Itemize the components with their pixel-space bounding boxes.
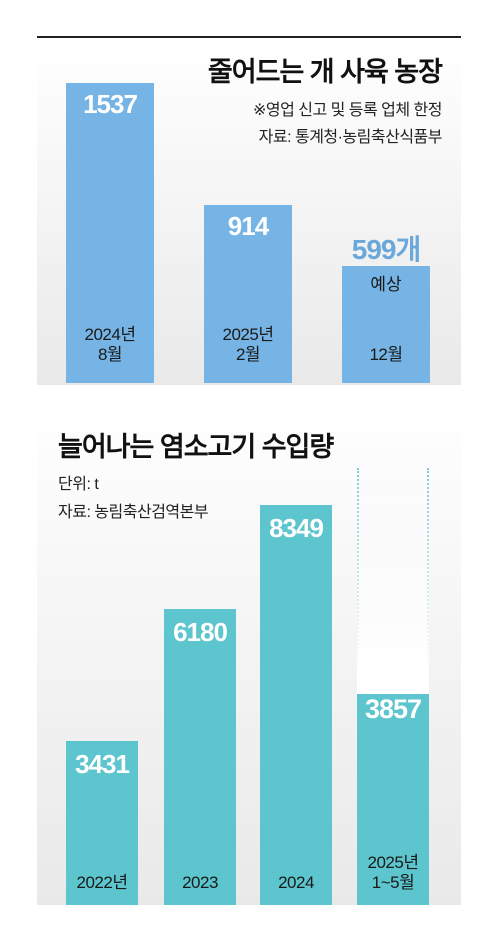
chart1-category-line: 2월 (235, 345, 261, 364)
chart1-value-label: 914 (227, 211, 269, 241)
chart1-category-label: 12월 (342, 345, 430, 365)
chart1-title: 줄어드는 개 사육 농장 (207, 57, 443, 87)
chart2-source: 자료: 농림축산검역본부 (58, 504, 209, 521)
top-rule (37, 36, 461, 38)
chart1-bar (342, 266, 430, 383)
chart2-value-label: 3857 (357, 694, 429, 725)
chart1-value-label: 1537 (83, 89, 138, 119)
chart2-forecast-fade (357, 468, 429, 720)
chart2-category-label: 2025년 1~5월 (351, 853, 435, 893)
chart1-category-label: 2024년 8월 (66, 325, 154, 365)
chart2-category-line: 1~5월 (371, 873, 415, 892)
chart1-source: 자료: 통계청·농림축산식품부 (258, 129, 443, 146)
chart2-category-line: 2025년 (367, 853, 419, 872)
chart2-category-label: 2024 (254, 873, 338, 893)
chart1-bar (204, 205, 292, 383)
chart2-category-line: 2023 (182, 873, 218, 892)
chart1-category-label: 2025년 2월 (204, 325, 292, 365)
chart2-category-label: 2023 (158, 873, 242, 893)
chart2-value-label: 6180 (173, 617, 228, 647)
chart1-category-line: 2024년 (84, 325, 136, 344)
chart1-category-line: 8월 (97, 345, 123, 364)
chart2-unit: 단위: t (58, 476, 99, 493)
chart2-value-label: 8349 (269, 513, 324, 543)
chart1-category-line: 2025년 (222, 325, 274, 344)
chart2-bar (164, 609, 236, 905)
chart2-category-label: 2022년 (60, 873, 144, 893)
chart1-category-line: 12월 (369, 345, 403, 364)
chart2-bar (357, 720, 429, 905)
chart1-forecast-label: 예상 (370, 275, 402, 294)
chart2-title: 늘어나는 염소고기 수입량 (58, 432, 334, 462)
chart1-note: ※영업 신고 및 등록 업체 한정 (252, 102, 443, 119)
chart1-forecast-value-label: 599개 (351, 234, 421, 265)
chart2-bar (260, 505, 332, 905)
chart2-category-line: 2022년 (76, 873, 128, 892)
chart1-bar (66, 83, 154, 383)
chart2-bar (66, 741, 138, 905)
chart2-category-line: 2024 (278, 873, 314, 892)
chart2-value-label: 3431 (75, 749, 130, 779)
